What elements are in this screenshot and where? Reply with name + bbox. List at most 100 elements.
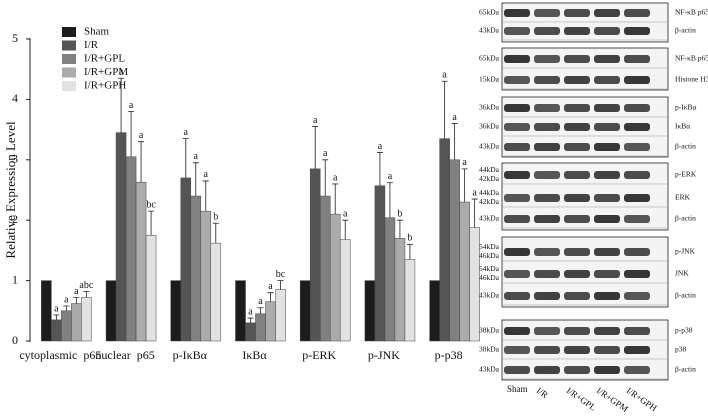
- lane-label: I/R+GPH: [625, 385, 659, 413]
- y-tick-label: 2: [12, 212, 18, 226]
- significance-label: a: [64, 294, 69, 305]
- x-tick-label: nuclear p65: [95, 348, 154, 362]
- bar: [329, 213, 341, 342]
- significance-label: a: [139, 130, 144, 141]
- x-tick-label: p-ERK: [302, 348, 336, 362]
- band: [594, 346, 620, 354]
- band: [594, 123, 620, 131]
- y-tick-label: 5: [12, 31, 18, 45]
- significance-label: a: [184, 127, 189, 138]
- band: [504, 104, 530, 112]
- significance-label: a: [258, 296, 263, 307]
- error-bar: [396, 219, 403, 239]
- y-tick-label: 3: [12, 152, 18, 166]
- band: [624, 292, 650, 300]
- band: [594, 292, 620, 300]
- band: [534, 366, 560, 374]
- band: [504, 215, 530, 223]
- kda-label: 46kDa: [479, 251, 500, 260]
- error-bar: [212, 222, 219, 244]
- bar: [210, 242, 222, 342]
- error-bar: [406, 243, 413, 260]
- band: [534, 346, 560, 354]
- kda-label: 36kDa: [479, 122, 500, 131]
- bar: [404, 259, 416, 342]
- kda-label: 44kDa: [479, 165, 500, 174]
- band: [564, 123, 590, 131]
- protein-label: IκBα: [675, 122, 690, 131]
- kda-label: 44kDa: [479, 188, 500, 197]
- significance-label: a: [54, 303, 59, 314]
- kda-label: 65kDa: [479, 54, 500, 63]
- band: [594, 143, 620, 151]
- legend-swatch: [62, 27, 76, 37]
- significance-label: a: [323, 148, 328, 159]
- legend-label: I/R+GPM: [84, 66, 128, 78]
- band: [504, 270, 530, 278]
- significance-label: a: [472, 187, 477, 198]
- band: [564, 143, 590, 151]
- bar: [339, 239, 351, 342]
- band: [564, 194, 590, 202]
- x-tick-label: p-JNK: [368, 348, 400, 362]
- bar: [384, 217, 396, 342]
- protein-label: NF-κB p65: [675, 54, 708, 63]
- band: [624, 104, 650, 112]
- bar: [125, 156, 137, 342]
- error-bar: [471, 198, 478, 228]
- band: [594, 9, 620, 17]
- x-tick-label: cytoplasmic p65: [19, 348, 101, 362]
- band: [504, 346, 530, 354]
- legend-label: I/R+GPL: [84, 53, 125, 65]
- error-bar: [332, 183, 339, 215]
- band: [624, 171, 650, 179]
- protein-label: p-JNK: [675, 247, 696, 256]
- error-bar: [148, 210, 155, 236]
- band: [624, 327, 650, 335]
- band: [624, 27, 650, 35]
- band: [624, 270, 650, 278]
- significance-label: a: [248, 306, 253, 317]
- legend-label: I/R: [84, 39, 99, 51]
- kda-label: 43kDa: [479, 142, 500, 151]
- error-bar: [128, 111, 135, 157]
- kda-label: 43kDa: [479, 365, 500, 374]
- error-bar: [73, 297, 80, 304]
- band: [534, 248, 560, 256]
- bar: [190, 195, 202, 342]
- kda-label: 36kDa: [479, 103, 500, 112]
- significance-label: a: [333, 172, 338, 183]
- kda-label: 46kDa: [479, 273, 500, 282]
- band: [594, 327, 620, 335]
- kda-label: 54kDa: [479, 242, 500, 251]
- error-bar: [63, 305, 70, 311]
- error-bar: [267, 292, 274, 302]
- bar: [41, 280, 52, 342]
- significance-label: a: [378, 141, 383, 152]
- band: [534, 143, 560, 151]
- band: [534, 292, 560, 300]
- band: [534, 9, 560, 17]
- y-tick-label: 0: [12, 333, 18, 347]
- band: [594, 366, 620, 374]
- protein-label: β-actin: [675, 291, 696, 300]
- band: [624, 366, 650, 374]
- significance-label: a: [343, 208, 348, 219]
- bar: [61, 310, 72, 342]
- error-bar: [138, 141, 145, 183]
- bar: [200, 210, 212, 342]
- band: [624, 76, 650, 84]
- protein-label: p-ERK: [675, 170, 697, 179]
- band: [594, 270, 620, 278]
- band: [624, 215, 650, 223]
- bar: [145, 235, 157, 342]
- bar: [299, 280, 311, 342]
- band: [594, 55, 620, 63]
- band: [534, 104, 560, 112]
- blot-frame: [501, 2, 669, 43]
- lane-label: Sham: [507, 384, 528, 394]
- band: [564, 171, 590, 179]
- band: [504, 327, 530, 335]
- significance-label: a: [194, 151, 199, 162]
- band: [564, 215, 590, 223]
